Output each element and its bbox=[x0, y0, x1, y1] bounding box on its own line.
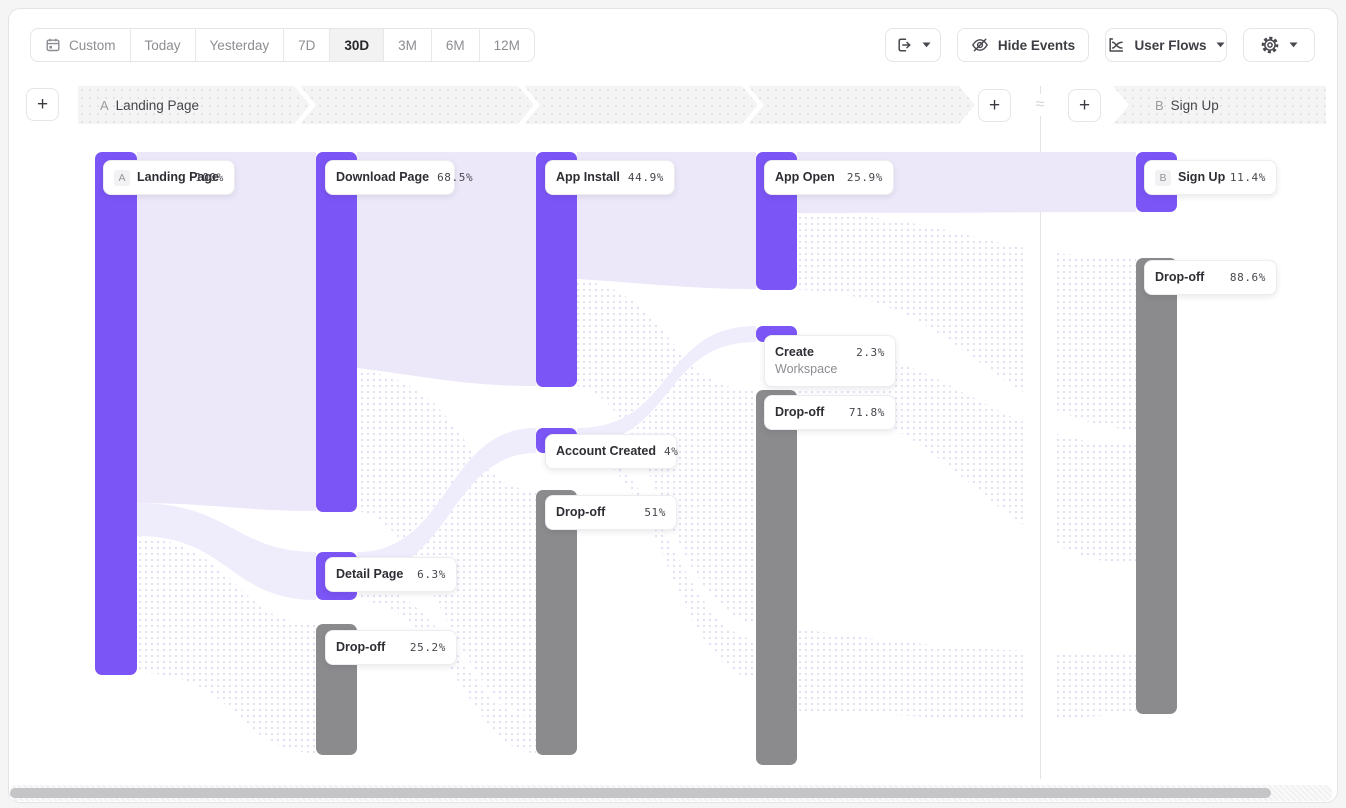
user-flows-button[interactable]: User Flows bbox=[1105, 28, 1227, 62]
node-label: Drop-off bbox=[1155, 270, 1205, 284]
node-label: Drop-off bbox=[336, 640, 386, 654]
node-card-detail-page[interactable]: Detail Page 6.3% bbox=[325, 557, 457, 592]
caret-down-icon bbox=[1216, 42, 1225, 48]
node-value: 25.9% bbox=[846, 171, 883, 184]
settings-button[interactable] bbox=[1243, 28, 1315, 62]
toolbar-right: Hide Events User Flows bbox=[885, 28, 1315, 62]
export-button[interactable] bbox=[885, 28, 941, 62]
node-value: 100% bbox=[195, 171, 224, 184]
flow-landing-page-drop-off bbox=[137, 536, 316, 753]
node-card-download-page[interactable]: Download Page 68.5% bbox=[325, 160, 473, 195]
flows-chart-icon bbox=[1107, 36, 1125, 54]
node-label: App Install bbox=[556, 170, 620, 184]
node-bar-drop-off-before-sign-up[interactable] bbox=[1136, 258, 1177, 714]
date-range-label: Custom bbox=[69, 37, 116, 53]
step-strip-b[interactable]: B Sign Up bbox=[1113, 86, 1326, 124]
flow-landing-page-download-page bbox=[137, 152, 316, 511]
node-card-app-open[interactable]: App Open 25.9% bbox=[764, 160, 894, 195]
node-card-drop-off-after-landing[interactable]: Drop-off 25.2% bbox=[325, 630, 457, 665]
letter-chip: A bbox=[114, 169, 130, 186]
step-b-segment-1[interactable]: B Sign Up bbox=[1113, 86, 1326, 124]
flow-download-page-app-install bbox=[357, 152, 536, 386]
node-value: 2.3% bbox=[856, 346, 885, 359]
node-label: Drop-off bbox=[775, 405, 825, 419]
step-a-label: Landing Page bbox=[115, 97, 199, 113]
node-label: Download Page bbox=[336, 170, 430, 184]
node-bar-drop-off-after-app-open[interactable] bbox=[756, 390, 797, 765]
node-bar-download-page[interactable] bbox=[316, 152, 357, 512]
node-value: 68.5% bbox=[437, 171, 474, 184]
node-card-drop-off-after-app-install[interactable]: Drop-off 51% bbox=[545, 495, 677, 530]
flow-residual-drop-off bbox=[770, 625, 1136, 720]
step-a-segment-4[interactable] bbox=[748, 86, 975, 124]
node-label: Landing Page bbox=[137, 170, 219, 184]
add-step-button-start[interactable]: + bbox=[26, 88, 59, 121]
horizontal-scrollbar-track[interactable] bbox=[10, 785, 1332, 801]
date-range-yesterday[interactable]: Yesterday bbox=[196, 29, 285, 61]
step-b-letter: B bbox=[1155, 97, 1164, 113]
node-bar-drop-off-after-app-install[interactable] bbox=[536, 490, 577, 755]
node-label: Drop-off bbox=[556, 505, 606, 519]
gear-icon bbox=[1260, 35, 1280, 55]
node-card-landing-page[interactable]: A Landing Page 100% bbox=[103, 160, 235, 195]
node-card-account-created[interactable]: Account Created 4% bbox=[545, 434, 679, 469]
date-range-12m[interactable]: 12M bbox=[493, 37, 520, 53]
date-range-7d[interactable]: 7D bbox=[284, 29, 331, 61]
step-a-segment-1[interactable]: A Landing Page bbox=[78, 86, 310, 124]
node-label: Create bbox=[775, 345, 814, 359]
caret-down-icon bbox=[922, 42, 931, 48]
step-strip-a[interactable]: A Landing Page bbox=[78, 86, 975, 124]
node-label: App Open bbox=[775, 170, 835, 184]
node-value: 44.9% bbox=[627, 171, 665, 184]
add-step-button-b-start[interactable]: + bbox=[1068, 89, 1101, 122]
letter-chip: B bbox=[1155, 169, 1171, 186]
flow-landing-page-detail-page bbox=[137, 503, 316, 600]
node-card-sign-up[interactable]: B Sign Up 11.4% bbox=[1144, 160, 1277, 195]
user-flows-label: User Flows bbox=[1134, 37, 1207, 53]
add-step-button-a-end[interactable]: + bbox=[978, 89, 1011, 122]
step-a-segment-3[interactable] bbox=[524, 86, 758, 124]
date-range-group: Custom Today Yesterday 7D 30D 3M 6M 12M bbox=[30, 28, 535, 62]
step-a-letter: A bbox=[100, 97, 109, 113]
date-range-today[interactable]: Today bbox=[131, 29, 196, 61]
date-range-3m[interactable]: 3M bbox=[384, 29, 432, 61]
node-label: Sign Up bbox=[1178, 170, 1226, 184]
node-card-app-install[interactable]: App Install 44.9% bbox=[545, 160, 675, 195]
hide-events-button[interactable]: Hide Events bbox=[957, 28, 1089, 62]
flow-account-created-drop-off bbox=[577, 447, 756, 680]
node-value: 51% bbox=[644, 506, 666, 519]
node-label: Detail Page bbox=[336, 567, 404, 581]
calendar-icon bbox=[45, 37, 61, 53]
horizontal-scrollbar-thumb[interactable] bbox=[10, 788, 1271, 798]
node-card-create-workspace[interactable]: Create Workspace 2.3% bbox=[764, 335, 896, 387]
flow-detail-page-account-created bbox=[357, 428, 536, 576]
date-range-custom[interactable]: Custom bbox=[31, 29, 131, 61]
node-bar-app-install[interactable] bbox=[536, 152, 577, 387]
node-value: 4% bbox=[664, 445, 679, 458]
flow-account-created-create-workspace bbox=[577, 326, 756, 444]
step-a-segment-2[interactable] bbox=[300, 86, 534, 124]
hide-events-label: Hide Events bbox=[997, 37, 1076, 53]
step-b-label: Sign Up bbox=[1170, 97, 1219, 113]
eye-off-icon bbox=[971, 36, 989, 54]
node-value: 6.3% bbox=[417, 568, 446, 581]
approx-connector: ≈ bbox=[1028, 94, 1052, 116]
node-value: 11.4% bbox=[1229, 171, 1266, 184]
date-range-30d[interactable]: 30D bbox=[330, 29, 385, 61]
node-card-drop-off-before-sign-up[interactable]: Drop-off 88.6% bbox=[1144, 260, 1277, 295]
node-bar-landing-page[interactable] bbox=[95, 152, 137, 675]
node-value: 88.6% bbox=[1229, 271, 1266, 284]
caret-down-icon bbox=[1289, 42, 1298, 48]
node-label-line2: Workspace bbox=[775, 362, 838, 376]
node-label: Account Created bbox=[556, 444, 657, 458]
flow-download-page-drop-off bbox=[357, 370, 536, 718]
date-range-6m[interactable]: 6M bbox=[432, 29, 480, 61]
node-card-drop-off-after-app-open[interactable]: Drop-off 71.8% bbox=[764, 395, 896, 430]
node-value: 71.8% bbox=[848, 406, 885, 419]
export-icon bbox=[895, 36, 913, 54]
node-value: 25.2% bbox=[409, 641, 446, 654]
flow-detail-page-drop-off bbox=[357, 576, 536, 753]
